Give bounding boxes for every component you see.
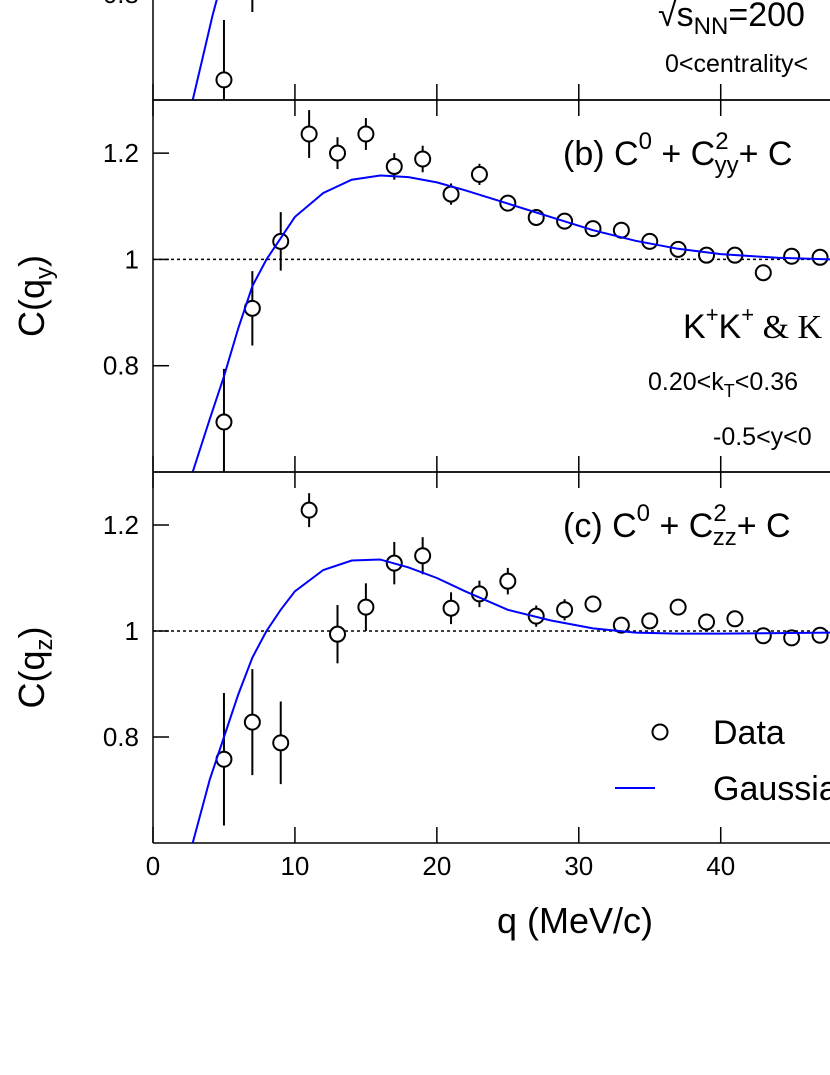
data-point	[470, 165, 488, 183]
y-tick-label: 0.8	[103, 0, 139, 9]
data-point	[811, 248, 829, 266]
y-axis-label-part: C(q	[11, 279, 52, 337]
data-point	[754, 264, 772, 282]
data-point	[499, 572, 517, 590]
data-point	[357, 598, 375, 616]
y-tick-label: 0.8	[103, 722, 139, 752]
data-point	[754, 627, 772, 645]
y-tick-label: 1	[125, 244, 139, 274]
legend-label: Gaussian	[713, 770, 830, 808]
y-axis-label-part: y	[31, 267, 58, 279]
data-point	[329, 625, 347, 643]
data-point	[300, 501, 318, 519]
annotation: -0.5<y<0	[713, 423, 812, 451]
data-point	[215, 71, 233, 89]
data-point	[272, 734, 290, 752]
data-point	[669, 598, 687, 616]
x-tick-label: 30	[564, 851, 593, 881]
annotation: 0<centrality<	[665, 50, 808, 78]
data-point	[783, 247, 801, 265]
fit-curve	[191, 174, 830, 473]
data-point	[783, 629, 801, 647]
data-point	[641, 232, 659, 250]
y-tick-label: 1.2	[103, 138, 139, 168]
data-point	[698, 246, 716, 264]
data-point	[357, 125, 375, 143]
panel-label: (c) C0 + C2 zz+ C	[563, 500, 791, 551]
x-axis-label: q (MeV/c)	[497, 900, 653, 941]
y-tick-label: 1.2	[103, 510, 139, 540]
y-axis-label-part: z	[31, 638, 58, 650]
data-point	[414, 150, 432, 168]
x-tick-label: 20	[422, 851, 451, 881]
y-tick-label: 0.8	[103, 351, 139, 381]
data-point	[726, 610, 744, 628]
y-tick-label: 1	[125, 616, 139, 646]
x-tick-label: 40	[706, 851, 735, 881]
data-point	[300, 125, 318, 143]
data-point	[442, 599, 460, 617]
data-point	[329, 144, 347, 162]
y-axis-label-part: )	[11, 626, 52, 638]
data-point	[414, 547, 432, 565]
fit-curve	[191, 0, 218, 101]
data-point	[584, 595, 602, 613]
x-tick-label: 0	[146, 851, 160, 881]
data-point	[612, 616, 630, 634]
legend-marker	[651, 723, 669, 741]
panel-label: (b) C0 + C2 yy+ C	[563, 128, 792, 179]
annotation: 0.20<kT<0.36	[648, 368, 798, 401]
data-point	[641, 612, 659, 630]
data-point	[215, 413, 233, 431]
y-axis-label: C(qy)	[11, 255, 58, 337]
data-point	[698, 613, 716, 631]
data-point	[243, 713, 261, 731]
y-axis-label: C(qz)	[11, 626, 58, 708]
y-axis-label-part: )	[11, 255, 52, 267]
x-tick-label: 10	[280, 851, 309, 881]
legend-label: Data	[713, 714, 785, 752]
annotation: √sNN=200	[658, 0, 805, 40]
annotation: K+K+ & K	[683, 302, 823, 346]
data-point	[385, 157, 403, 175]
data-point	[556, 601, 574, 619]
data-point	[811, 626, 829, 644]
y-axis-label-part: C(q	[11, 650, 52, 708]
fit-curve	[191, 558, 830, 844]
